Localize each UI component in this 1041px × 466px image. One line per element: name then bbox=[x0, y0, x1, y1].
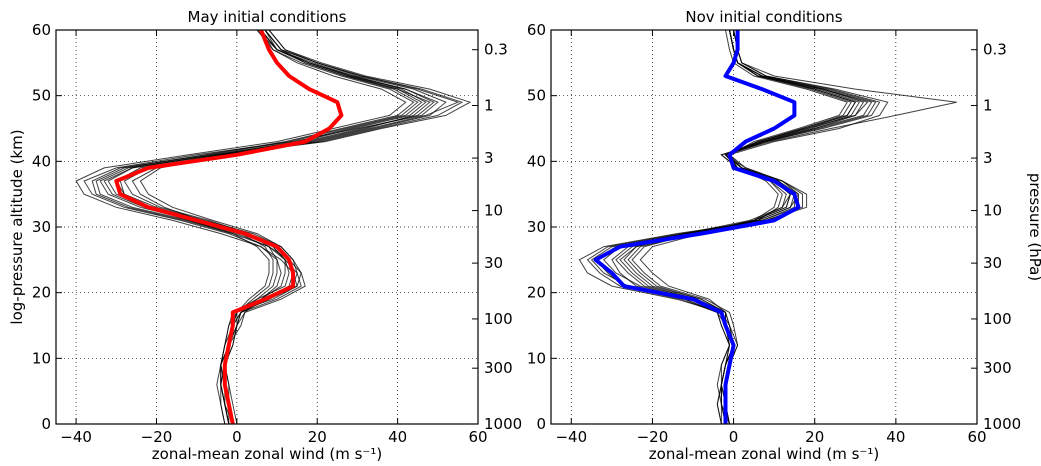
pressure-axis-label: pressure (hPa) bbox=[1026, 173, 1041, 281]
member-line-2 bbox=[623, 30, 881, 424]
member-line-5 bbox=[131, 30, 431, 424]
member-line-12 bbox=[123, 30, 464, 424]
y-tick-label: 0 bbox=[41, 415, 51, 433]
y-tick-label: 30 bbox=[527, 218, 546, 236]
chart-panel-1: −40 −20 0 20 40 60 0 10 20 30 40 50 60 0.3 1 3 10 30 100 30… bbox=[8, 8, 522, 463]
y-axis-label: log-pressure altitude (km) bbox=[8, 129, 26, 324]
pressure-tick-label: 1000 bbox=[983, 415, 1021, 433]
mean-line bbox=[114, 30, 344, 424]
pressure-tick-label: 100 bbox=[484, 310, 513, 328]
y-tick-label: 0 bbox=[536, 415, 546, 433]
pressure-tick-label: 10 bbox=[983, 202, 1002, 220]
mean-line bbox=[593, 30, 801, 424]
x-tick-label: −20 bbox=[141, 428, 173, 446]
x-tick-label: 40 bbox=[388, 428, 407, 446]
x-tick-label: −40 bbox=[60, 428, 92, 446]
chart-panel-2: −40 −20 0 20 40 60 0 10 20 30 40 50 60 0.3 1 3 10 30 100 30… bbox=[527, 8, 1041, 463]
chart-title: Nov initial conditions bbox=[685, 8, 842, 26]
pressure-tick-label: 1 bbox=[484, 97, 494, 115]
series-group bbox=[75, 30, 472, 424]
y-tick-label: 40 bbox=[32, 152, 51, 170]
x-tick-label: 20 bbox=[308, 428, 327, 446]
x-tick-label: 60 bbox=[967, 428, 986, 446]
member-line-5 bbox=[590, 30, 957, 424]
y-tick-label: 20 bbox=[32, 284, 51, 302]
pressure-tick-label: 3 bbox=[484, 149, 494, 167]
pressure-tick-label: 30 bbox=[983, 254, 1002, 272]
y-tick-label: 20 bbox=[527, 284, 546, 302]
y-tick-label: 40 bbox=[527, 152, 546, 170]
pressure-tick-label: 300 bbox=[484, 359, 513, 377]
series-group bbox=[578, 30, 957, 424]
pressure-tick-label: 1000 bbox=[484, 415, 522, 433]
x-tick-label: 20 bbox=[805, 428, 824, 446]
y-tick-label: 50 bbox=[527, 87, 546, 105]
y-tick-label: 50 bbox=[32, 87, 51, 105]
pressure-tick-label: 0.3 bbox=[983, 41, 1007, 59]
chart-title: May initial conditions bbox=[188, 8, 347, 26]
y-tick-label: 10 bbox=[527, 349, 546, 367]
y-tick-label: 30 bbox=[32, 218, 51, 236]
pressure-tick-label: 10 bbox=[484, 202, 503, 220]
x-tick-label: 0 bbox=[729, 428, 739, 446]
x-axis-label: zonal-mean zonal wind (m s⁻¹) bbox=[649, 445, 879, 463]
x-tick-label: −40 bbox=[555, 428, 587, 446]
y-tick-label: 60 bbox=[527, 21, 546, 39]
y-tick-label: 60 bbox=[32, 21, 51, 39]
x-tick-label: 60 bbox=[468, 428, 487, 446]
member-line-8 bbox=[631, 30, 861, 424]
pressure-tick-label: 0.3 bbox=[484, 41, 508, 59]
x-tick-label: 40 bbox=[886, 428, 905, 446]
x-tick-label: −20 bbox=[637, 428, 669, 446]
pressure-tick-label: 100 bbox=[983, 310, 1012, 328]
pressure-tick-label: 30 bbox=[484, 254, 503, 272]
x-axis-label: zonal-mean zonal wind (m s⁻¹) bbox=[152, 445, 382, 463]
pressure-tick-label: 1 bbox=[983, 97, 993, 115]
pressure-tick-label: 300 bbox=[983, 359, 1012, 377]
x-tick-label: 0 bbox=[232, 428, 242, 446]
y-tick-label: 10 bbox=[32, 349, 51, 367]
member-line-3 bbox=[95, 30, 415, 424]
pressure-tick-label: 3 bbox=[983, 149, 993, 167]
